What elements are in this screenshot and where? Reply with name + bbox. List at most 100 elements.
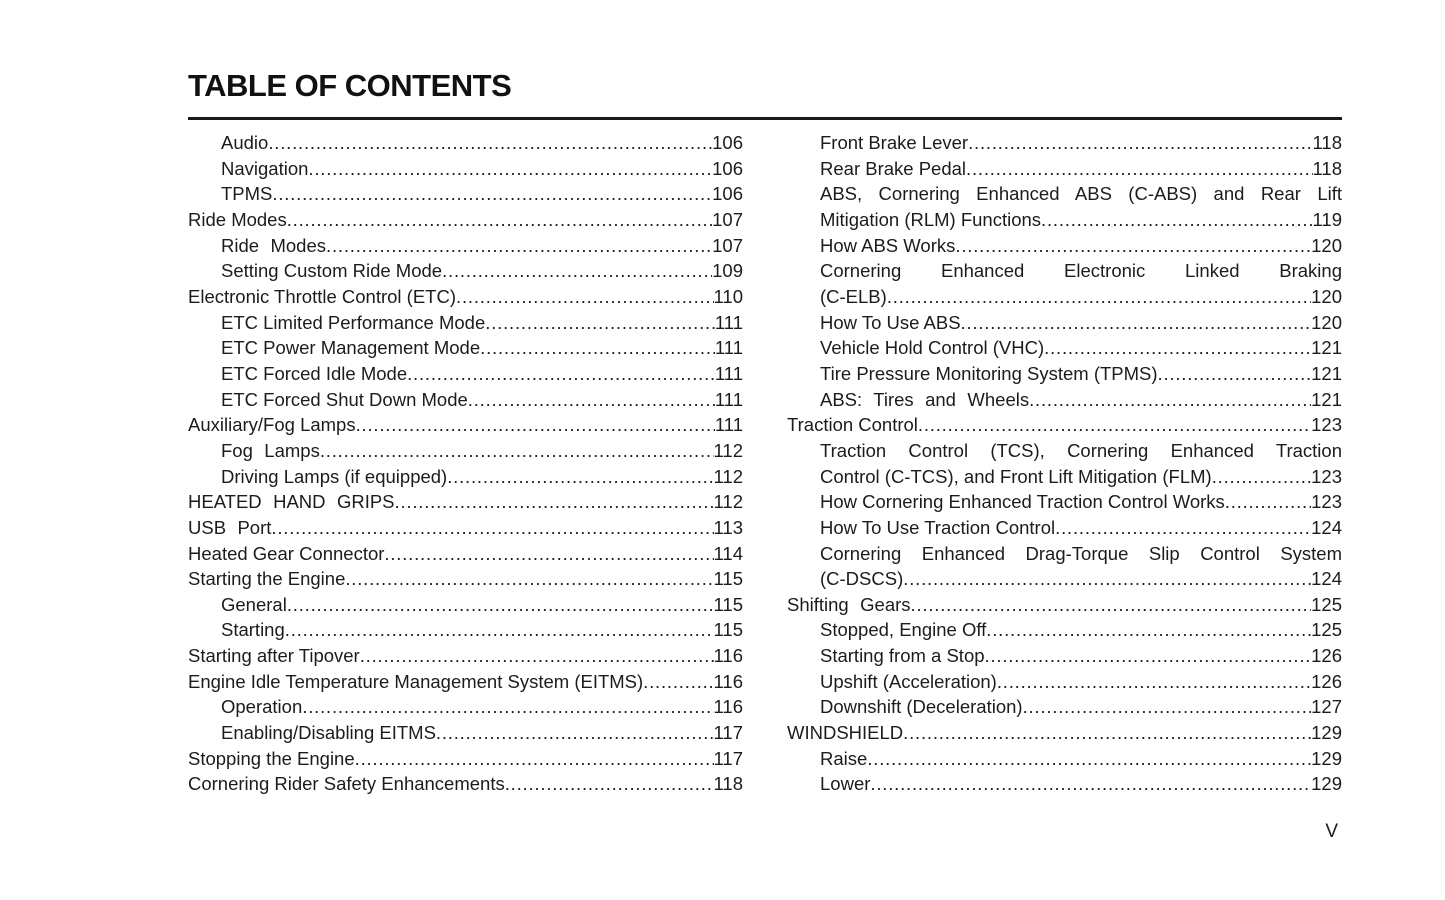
toc-entry: How To Use ABS 120	[787, 310, 1342, 336]
toc-entry: Audio 106	[188, 130, 743, 156]
toc-entry: Raise 129	[787, 746, 1342, 772]
toc-entry-page-number: 126	[1311, 645, 1342, 667]
toc-entry-page-number: 129	[1311, 747, 1342, 769]
toc-entry-leader-line: HEATED HAND GRIPS 112	[188, 489, 743, 515]
toc-entry-leader-line: Cornering Rider Safety Enhancements 118	[188, 771, 743, 797]
toc-entry-leader-line: Raise 129	[820, 746, 1342, 772]
toc-entry-page-number: 114	[713, 542, 744, 564]
page-title: TABLE OF CONTENTS	[188, 68, 512, 103]
toc-entry-leader-line: Ride Modes 107	[188, 207, 743, 233]
toc-entry-page-number: 111	[714, 311, 743, 333]
toc-entry: How ABS Works 120	[787, 233, 1342, 259]
toc-entry: Downshift (Deceleration) 127	[787, 694, 1342, 720]
toc-entry: Operation 116	[188, 694, 743, 720]
toc-entry: Upshift (Acceleration) 126	[787, 669, 1342, 695]
dot-leader	[271, 515, 713, 541]
toc-entry-title: WINDSHIELD	[787, 722, 904, 744]
toc-entry-page-number: 119	[1312, 208, 1343, 230]
dot-leader	[505, 771, 714, 797]
toc-entry-title: Ride Modes	[221, 234, 327, 256]
dot-leader	[345, 566, 713, 592]
toc-entry-leader-line: Upshift (Acceleration) 126	[820, 669, 1342, 695]
toc-entry-title: Front Brake Lever	[820, 132, 969, 153]
toc-entry-leader-line: Stopped, Engine Off 125	[820, 617, 1342, 643]
toc-entry-leader-line: Operation 116	[221, 694, 743, 720]
toc-entry: Starting after Tipover 116	[188, 643, 743, 669]
toc-entry-page-number: 113	[713, 516, 744, 538]
toc-entry-page-number: 118	[1312, 157, 1343, 179]
toc-entry-page-number: 116	[713, 645, 744, 667]
toc-entry-title: Upshift (Acceleration)	[820, 670, 997, 692]
dot-leader	[1055, 515, 1311, 541]
toc-entry-text-line: Traction Control (TCS), Cornering Enhanc…	[820, 439, 1342, 461]
toc-entry-leader-line: ETC Forced Idle Mode 111	[221, 361, 743, 387]
dot-leader	[1158, 361, 1312, 387]
dot-leader	[903, 566, 1311, 592]
toc-entry-leader-line: Stopping the Engine 117	[188, 746, 743, 772]
toc-entry: Starting 115	[188, 617, 743, 643]
toc-entry-title: Mitigation (RLM) Functions	[820, 208, 1042, 230]
toc-entry: Auxiliary/Fog Lamps 111	[188, 412, 743, 438]
toc-entry-title: Tire Pressure Monitoring System (TPMS)	[820, 362, 1158, 384]
toc-entry-page-number: 117	[713, 722, 744, 744]
toc-entry: TPMS 106	[188, 181, 743, 207]
toc-entry-title: How To Use Traction Control	[820, 516, 1056, 538]
toc-entry: Setting Custom Ride Mode 109	[188, 258, 743, 284]
dot-leader	[918, 412, 1311, 438]
toc-entry-title: Traction Control	[787, 414, 918, 436]
toc-entry: Navigation 106	[188, 156, 743, 182]
toc-entry-leader-line: ETC Forced Shut Down Mode 111	[221, 387, 743, 413]
toc-entry: Ride Modes 107	[188, 207, 743, 233]
toc-entry: Stopped, Engine Off 125	[787, 617, 1342, 643]
toc-entry-text-line: Cornering Enhanced Drag-Torque Slip Cont…	[820, 542, 1342, 564]
dot-leader	[456, 284, 714, 310]
toc-entry-title: Navigation	[221, 157, 309, 179]
toc-entry: Fog Lamps 112	[188, 438, 743, 464]
toc-entry: How Cornering Enhanced Traction Control …	[787, 489, 1342, 515]
toc-entry: Tire Pressure Monitoring System (TPMS) 12…	[787, 361, 1342, 387]
toc-entry-page-number: 125	[1311, 619, 1342, 641]
toc-entry-title: Auxiliary/Fog Lamps	[188, 414, 356, 436]
toc-entry-title: Starting from a Stop	[820, 645, 985, 667]
toc-entry-page-number: 121	[1311, 388, 1342, 410]
toc-entry-page-number: 124	[1311, 516, 1342, 538]
toc-entry-title: ETC Limited Performance Mode	[221, 311, 486, 333]
toc-entry-leader-line: TPMS 106	[221, 181, 743, 207]
dot-leader	[985, 643, 1312, 669]
toc-entry-title: ABS: Tires and Wheels	[820, 388, 1030, 410]
toc-entry: Cornering Enhanced Drag-Torque Slip Cont…	[787, 541, 1342, 592]
dot-leader	[1225, 489, 1311, 515]
dot-leader	[1041, 207, 1312, 233]
toc-entry: Heated Gear Connector 114	[188, 541, 743, 567]
toc-entry: Lower 129	[787, 771, 1342, 797]
toc-entry-title: How To Use ABS	[820, 311, 961, 333]
toc-entry-page-number: 121	[1311, 337, 1342, 359]
toc-entry-page-number: 129	[1311, 773, 1342, 795]
dot-leader	[485, 310, 715, 336]
toc-entry-leader-line: Starting from a Stop 126	[820, 643, 1342, 669]
toc-entry: WINDSHIELD 129	[787, 720, 1342, 746]
toc-entry-title: Electronic Throttle Control (ETC)	[188, 285, 456, 307]
toc-entry-title: Starting	[221, 619, 285, 641]
toc-entry-page-number: 111	[714, 362, 743, 384]
dot-leader	[480, 335, 715, 361]
toc-entry: ABS, Cornering Enhanced ABS (C-ABS) and …	[787, 181, 1342, 232]
toc-entry-page-number: 126	[1311, 670, 1342, 692]
toc-entry-title: Stopped, Engine Off	[820, 619, 987, 641]
toc-entry-page-number: 112	[713, 439, 744, 461]
dot-leader	[308, 156, 712, 182]
dot-leader	[356, 412, 715, 438]
toc-entry-title: ETC Forced Shut Down Mode	[221, 388, 468, 410]
toc-entry: Starting from a Stop 126	[787, 643, 1342, 669]
toc-entry-leader-line: Tire Pressure Monitoring System (TPMS) 12…	[820, 361, 1342, 387]
toc-entry-page-number: 125	[1311, 593, 1342, 615]
toc-entry-leader-line: Ride Modes 107	[221, 233, 743, 259]
dot-leader	[360, 643, 714, 669]
dot-leader	[867, 746, 1311, 772]
toc-entry-page-number: 116	[713, 696, 744, 718]
toc-entry-title: Enabling/Disabling EITMS	[221, 722, 436, 744]
toc-entry-leader-line: How Cornering Enhanced Traction Control …	[820, 489, 1342, 515]
toc-entry-leader-line: Enabling/Disabling EITMS 117	[221, 720, 743, 746]
toc-entry-leader-line: Fog Lamps 112	[221, 438, 743, 464]
toc-entry-leader-line: USB Port 113	[188, 515, 743, 541]
